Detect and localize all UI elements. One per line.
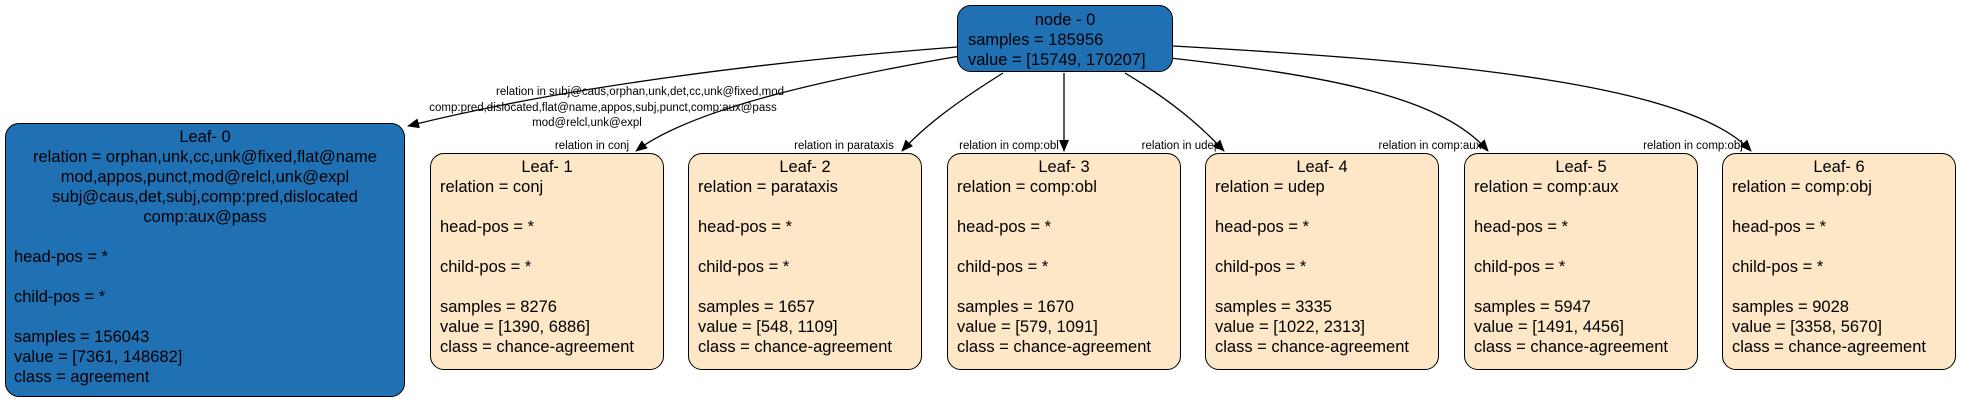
leaf-4-class: class = chance-agreement (1215, 338, 1409, 356)
leaf-4-relation: relation = udep (1215, 178, 1325, 196)
edge-label-leaf-0-line-3: mod@relcl,unk@expl (532, 117, 642, 129)
root-node: node - 0 samples = 185956 value = [15749… (957, 5, 1173, 72)
leaf-3-child-pos: child-pos = * (957, 258, 1049, 276)
edge-label-leaf-0-line-1: relation in subj@caus,orphan,unk,det,cc,… (496, 86, 784, 98)
leaf-node-5: Leaf- 5 relation = comp:aux head-pos = *… (1464, 153, 1698, 370)
leaf-6-title: Leaf- 6 (1813, 158, 1865, 176)
edge-to-leaf-4 (1124, 72, 1225, 152)
leaf-2-class: class = chance-agreement (698, 338, 892, 356)
leaf-0-class: class = agreement (14, 368, 150, 386)
leaf-5-relation: relation = comp:aux (1474, 178, 1619, 196)
leaf-node-6: Leaf- 6 relation = comp:obj head-pos = *… (1722, 153, 1956, 370)
leaf-6-samples: samples = 9028 (1732, 298, 1849, 316)
root-node-value: value = [15749, 170207] (968, 51, 1146, 69)
leaf-3-head-pos: head-pos = * (957, 218, 1052, 236)
leaf-5-child-pos: child-pos = * (1474, 258, 1566, 276)
leaf-4-value: value = [1022, 2313] (1215, 318, 1365, 336)
edge-to-leaf-6 (1172, 45, 1752, 152)
leaf-1-samples: samples = 8276 (440, 298, 557, 316)
leaf-0-head-pos: head-pos = * (14, 248, 109, 266)
leaf-4-head-pos: head-pos = * (1215, 218, 1310, 236)
leaf-2-relation: relation = parataxis (698, 178, 838, 196)
leaf-3-title: Leaf- 3 (1038, 158, 1090, 176)
edge-label-leaf-4: relation in udep (1142, 140, 1221, 152)
leaf-0-relation-line-1: relation = orphan,unk,cc,unk@fixed,flat@… (33, 148, 377, 166)
leaf-2-child-pos: child-pos = * (698, 258, 790, 276)
edge-to-leaf-0 (407, 46, 958, 129)
edge-label-leaf-5: relation in comp:aux (1379, 140, 1482, 152)
leaf-2-title: Leaf- 2 (779, 158, 831, 176)
leaf-1-relation: relation = conj (440, 178, 544, 196)
leaf-0-value: value = [7361, 148682] (14, 348, 183, 366)
leaf-0-relation-line-3: subj@caus,det,subj,comp:pred,dislocated (52, 188, 358, 206)
leaf-2-value: value = [548, 1109] (698, 318, 838, 336)
leaf-3-class: class = chance-agreement (957, 338, 1151, 356)
edge-label-leaf-6: relation in comp:obj (1643, 140, 1743, 152)
edge-to-leaf-2 (901, 72, 1004, 152)
edge-to-leaf-5 (1169, 57, 1489, 152)
leaf-4-child-pos: child-pos = * (1215, 258, 1307, 276)
leaf-1-child-pos: child-pos = * (440, 258, 532, 276)
edge-label-leaf-0-line-2: comp:pred,dislocated,flat@name,appos,sub… (429, 102, 777, 114)
leaf-3-value: value = [579, 1091] (957, 318, 1098, 336)
leaf-node-0: Leaf- 0 relation = orphan,unk,cc,unk@fix… (5, 123, 405, 397)
leaf-node-4: Leaf- 4 relation = udep head-pos = * chi… (1205, 153, 1439, 370)
leaf-1-title: Leaf- 1 (521, 158, 573, 176)
leaf-1-head-pos: head-pos = * (440, 218, 535, 236)
leaf-5-samples: samples = 5947 (1474, 298, 1591, 316)
leaf-6-child-pos: child-pos = * (1732, 258, 1824, 276)
edge-label-leaf-3: relation in comp:obl (959, 140, 1059, 152)
leaf-2-samples: samples = 1657 (698, 298, 815, 316)
root-node-title: node - 0 (1034, 11, 1096, 29)
leaf-5-head-pos: head-pos = * (1474, 218, 1569, 236)
leaf-4-samples: samples = 3335 (1215, 298, 1332, 316)
leaf-0-relation-line-2: mod,appos,punct,mod@relcl,unk@expl (60, 168, 350, 186)
edge-label-leaf-1: relation in conj (555, 140, 629, 152)
leaf-node-1: Leaf- 1 relation = conj head-pos = * chi… (430, 153, 664, 370)
edge-label-leaf-2: relation in parataxis (794, 140, 894, 152)
leaf-5-title: Leaf- 5 (1555, 158, 1607, 176)
root-node-samples: samples = 185956 (968, 31, 1104, 49)
edge-to-leaf-1 (635, 55, 961, 152)
leaf-0-title: Leaf- 0 (179, 128, 231, 146)
leaf-1-class: class = chance-agreement (440, 338, 634, 356)
leaf-0-relation-line-4: comp:aux@pass (143, 208, 267, 226)
leaf-1-value: value = [1390, 6886] (440, 318, 590, 336)
leaf-3-relation: relation = comp:obl (957, 178, 1097, 196)
leaf-6-value: value = [3358, 5670] (1732, 318, 1882, 336)
leaf-0-samples: samples = 156043 (14, 328, 150, 346)
leaf-6-class: class = chance-agreement (1732, 338, 1926, 356)
leaf-3-samples: samples = 1670 (957, 298, 1074, 316)
leaf-0-child-pos: child-pos = * (14, 288, 106, 306)
leaf-6-relation: relation = comp:obj (1732, 178, 1872, 196)
leaf-6-head-pos: head-pos = * (1732, 218, 1827, 236)
leaf-node-2: Leaf- 2 relation = parataxis head-pos = … (688, 153, 922, 370)
leaf-2-head-pos: head-pos = * (698, 218, 793, 236)
leaf-node-3: Leaf- 3 relation = comp:obl head-pos = *… (947, 153, 1181, 370)
leaf-5-class: class = chance-agreement (1474, 338, 1668, 356)
leaf-5-value: value = [1491, 4456] (1474, 318, 1624, 336)
leaf-4-title: Leaf- 4 (1296, 158, 1348, 176)
